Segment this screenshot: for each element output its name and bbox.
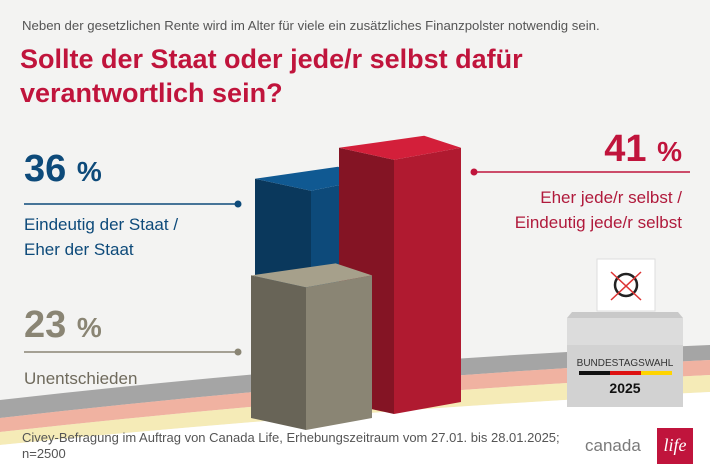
bar-right-face	[394, 147, 461, 415]
bar-top-face	[251, 263, 372, 288]
gray-percent: 23 %	[24, 304, 102, 346]
subtitle: Neben der gesetzlichen Rente wird im Alt…	[22, 18, 600, 33]
page-title: Sollte der Staat oder jede/r selbst dafü…	[20, 44, 523, 108]
bar-left-face	[251, 275, 306, 430]
blue-label: Eindeutig der Staat / Eher der Staat	[24, 215, 179, 259]
blue-percent: 36 %	[24, 148, 102, 190]
ballot-circle-icon	[613, 272, 639, 298]
ballot-year: 2025	[609, 380, 640, 396]
footer-source: Civey-Befragung im Auftrag von Canada Li…	[22, 430, 560, 461]
ballot-box: BUNDESTAGSWAHL 2025	[567, 258, 683, 407]
bar-top-face	[339, 135, 461, 160]
red-label: Eher jede/r selbst / Eindeutig jede/r sel…	[514, 188, 682, 232]
gray-label: Unentschieden	[24, 369, 138, 388]
canada-life-logo: canada life	[585, 428, 700, 464]
bar-2	[251, 263, 372, 430]
ballot-label: BUNDESTAGSWAHL	[577, 358, 674, 369]
bar-right-face	[306, 275, 372, 430]
cross-icon	[610, 271, 642, 301]
red-percent: 41 %	[604, 128, 682, 170]
bar-chart	[251, 135, 461, 430]
